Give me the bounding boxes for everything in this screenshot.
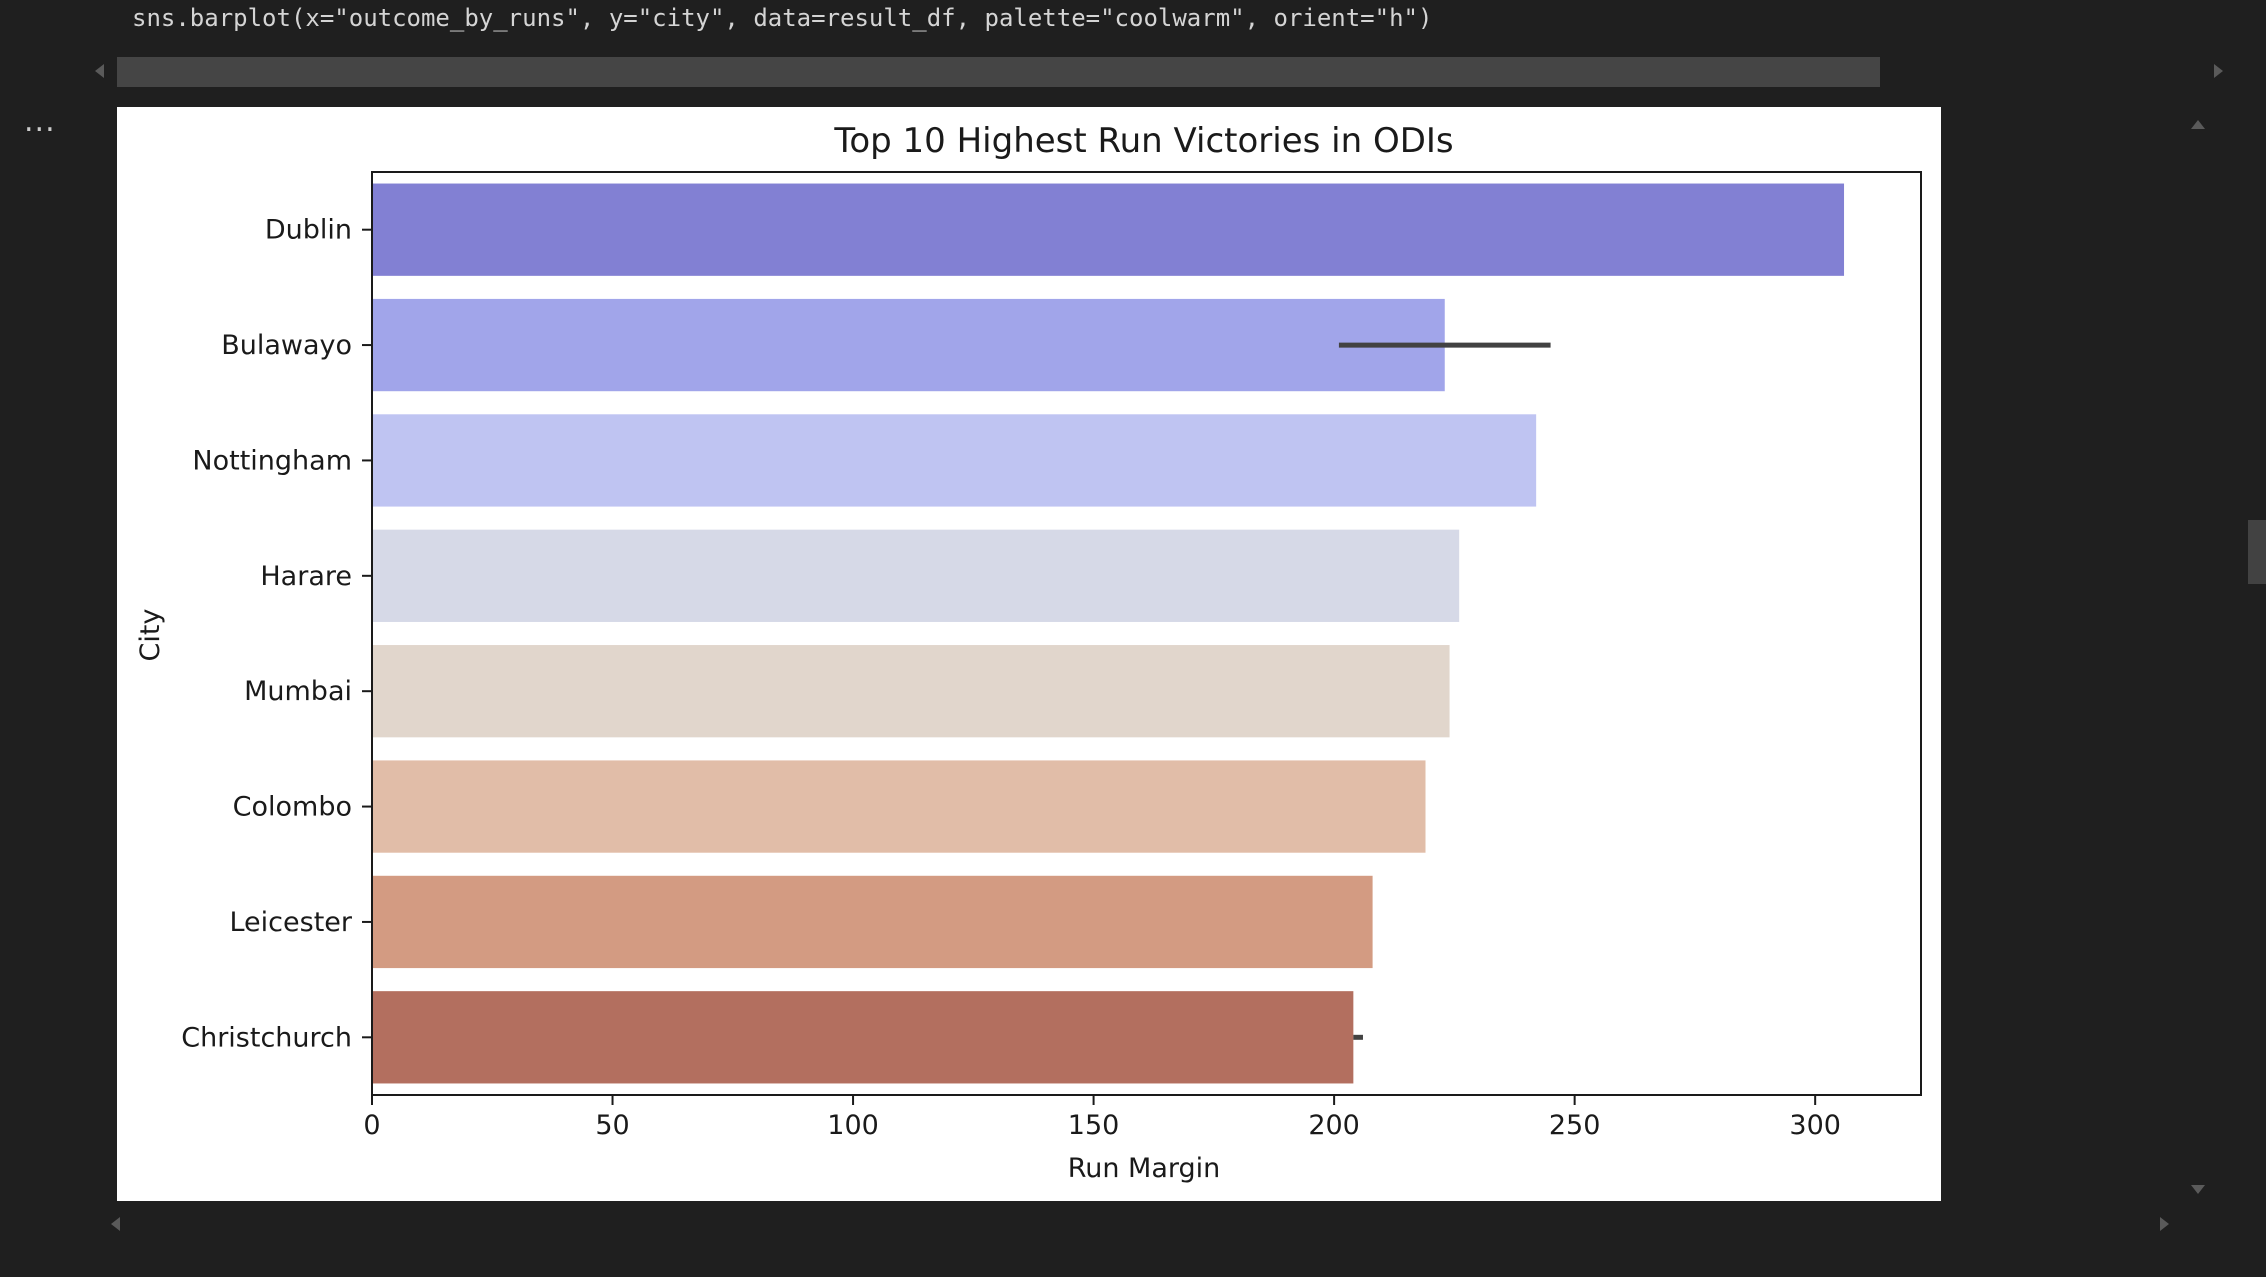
bar-harare xyxy=(372,529,1460,622)
scroll-up-arrow-icon[interactable] xyxy=(2191,120,2205,129)
y-tick-label: Harare xyxy=(260,561,352,592)
y-tick-label: Mumbai xyxy=(244,676,352,707)
bar-christchurch xyxy=(372,991,1354,1084)
y-tick-label: Bulawayo xyxy=(221,330,352,361)
y-tick-label: Colombo xyxy=(233,792,352,823)
bar-bulawayo xyxy=(372,298,1445,392)
scroll-right-arrow-icon[interactable] xyxy=(2214,64,2223,78)
scroll-left-arrow-icon[interactable] xyxy=(95,64,104,78)
scroll-down-arrow-icon[interactable] xyxy=(2191,1185,2205,1194)
y-tick-label: Dublin xyxy=(265,215,352,246)
bar-chart: Top 10 Highest Run Victories in ODIs Dub… xyxy=(135,121,1922,1184)
x-tick-label: 50 xyxy=(595,1110,629,1141)
chart-title: Top 10 Highest Run Victories in ODIs xyxy=(833,121,1453,161)
x-tick-label: 0 xyxy=(363,1110,380,1141)
code-line[interactable]: sns.barplot(x="outcome_by_runs", y="city… xyxy=(132,4,1433,32)
y-axis-label: City xyxy=(135,609,166,662)
chart-output: Top 10 Highest Run Victories in ODIs Dub… xyxy=(117,107,1941,1201)
vertical-scrollbar-thumb[interactable] xyxy=(2248,520,2266,584)
x-tick-label: 300 xyxy=(1789,1110,1841,1141)
x-tick-label: 150 xyxy=(1068,1110,1120,1141)
output-scroll-right-arrow-icon[interactable] xyxy=(2160,1217,2169,1231)
y-tick-label: Christchurch xyxy=(181,1022,352,1053)
x-tick-label: 200 xyxy=(1308,1110,1360,1141)
x-axis-label: Run Margin xyxy=(1068,1153,1221,1184)
bar-nottingham xyxy=(372,414,1537,507)
y-tick-label: Nottingham xyxy=(192,445,352,476)
bar-colombo xyxy=(372,760,1426,853)
output-collapse-toggle[interactable]: ... xyxy=(24,104,56,139)
x-tick-label: 250 xyxy=(1549,1110,1601,1141)
x-tick-label: 100 xyxy=(827,1110,879,1141)
y-tick-label: Leicester xyxy=(229,907,352,938)
bar-leicester xyxy=(372,875,1373,969)
horizontal-scrollbar-top[interactable] xyxy=(95,57,2229,87)
horizontal-scrollbar-thumb[interactable] xyxy=(117,57,1880,87)
plot-frame xyxy=(371,171,1922,1096)
output-scroll-left-arrow-icon[interactable] xyxy=(111,1217,120,1231)
bar-mumbai xyxy=(372,645,1450,738)
bar-dublin xyxy=(372,183,1845,276)
